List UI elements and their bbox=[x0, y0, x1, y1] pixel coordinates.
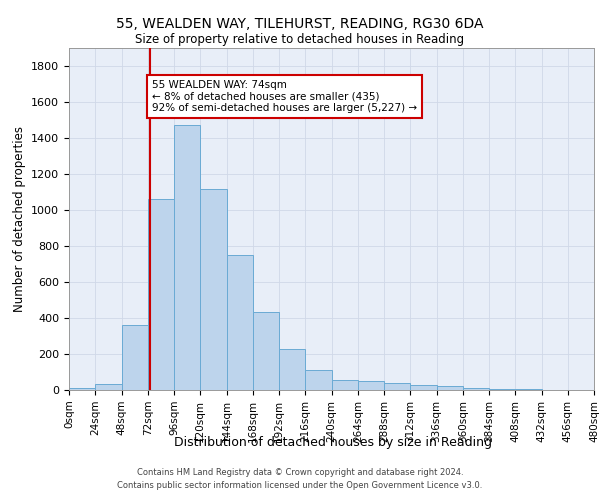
Bar bbox=[410, 384, 437, 390]
Text: Contains HM Land Registry data © Crown copyright and database right 2024.: Contains HM Land Registry data © Crown c… bbox=[137, 468, 463, 477]
Bar bbox=[200, 189, 227, 390]
Bar bbox=[384, 383, 410, 390]
Bar bbox=[279, 350, 305, 390]
Bar bbox=[121, 325, 148, 390]
Bar bbox=[227, 255, 253, 390]
Bar bbox=[463, 388, 489, 390]
Bar bbox=[148, 199, 174, 390]
Text: Contains public sector information licensed under the Open Government Licence v3: Contains public sector information licen… bbox=[118, 480, 482, 490]
Bar bbox=[253, 312, 279, 390]
Bar bbox=[69, 388, 95, 390]
Bar bbox=[174, 125, 200, 390]
Bar bbox=[305, 370, 331, 390]
Bar bbox=[331, 380, 358, 390]
Text: 55, WEALDEN WAY, TILEHURST, READING, RG30 6DA: 55, WEALDEN WAY, TILEHURST, READING, RG3… bbox=[116, 18, 484, 32]
Bar bbox=[95, 384, 121, 390]
Bar bbox=[489, 389, 515, 390]
Bar bbox=[358, 381, 384, 390]
Text: Distribution of detached houses by size in Reading: Distribution of detached houses by size … bbox=[174, 436, 492, 449]
Text: 55 WEALDEN WAY: 74sqm
← 8% of detached houses are smaller (435)
92% of semi-deta: 55 WEALDEN WAY: 74sqm ← 8% of detached h… bbox=[152, 80, 417, 113]
Text: Size of property relative to detached houses in Reading: Size of property relative to detached ho… bbox=[136, 32, 464, 46]
Bar bbox=[437, 386, 463, 390]
Y-axis label: Number of detached properties: Number of detached properties bbox=[13, 126, 26, 312]
